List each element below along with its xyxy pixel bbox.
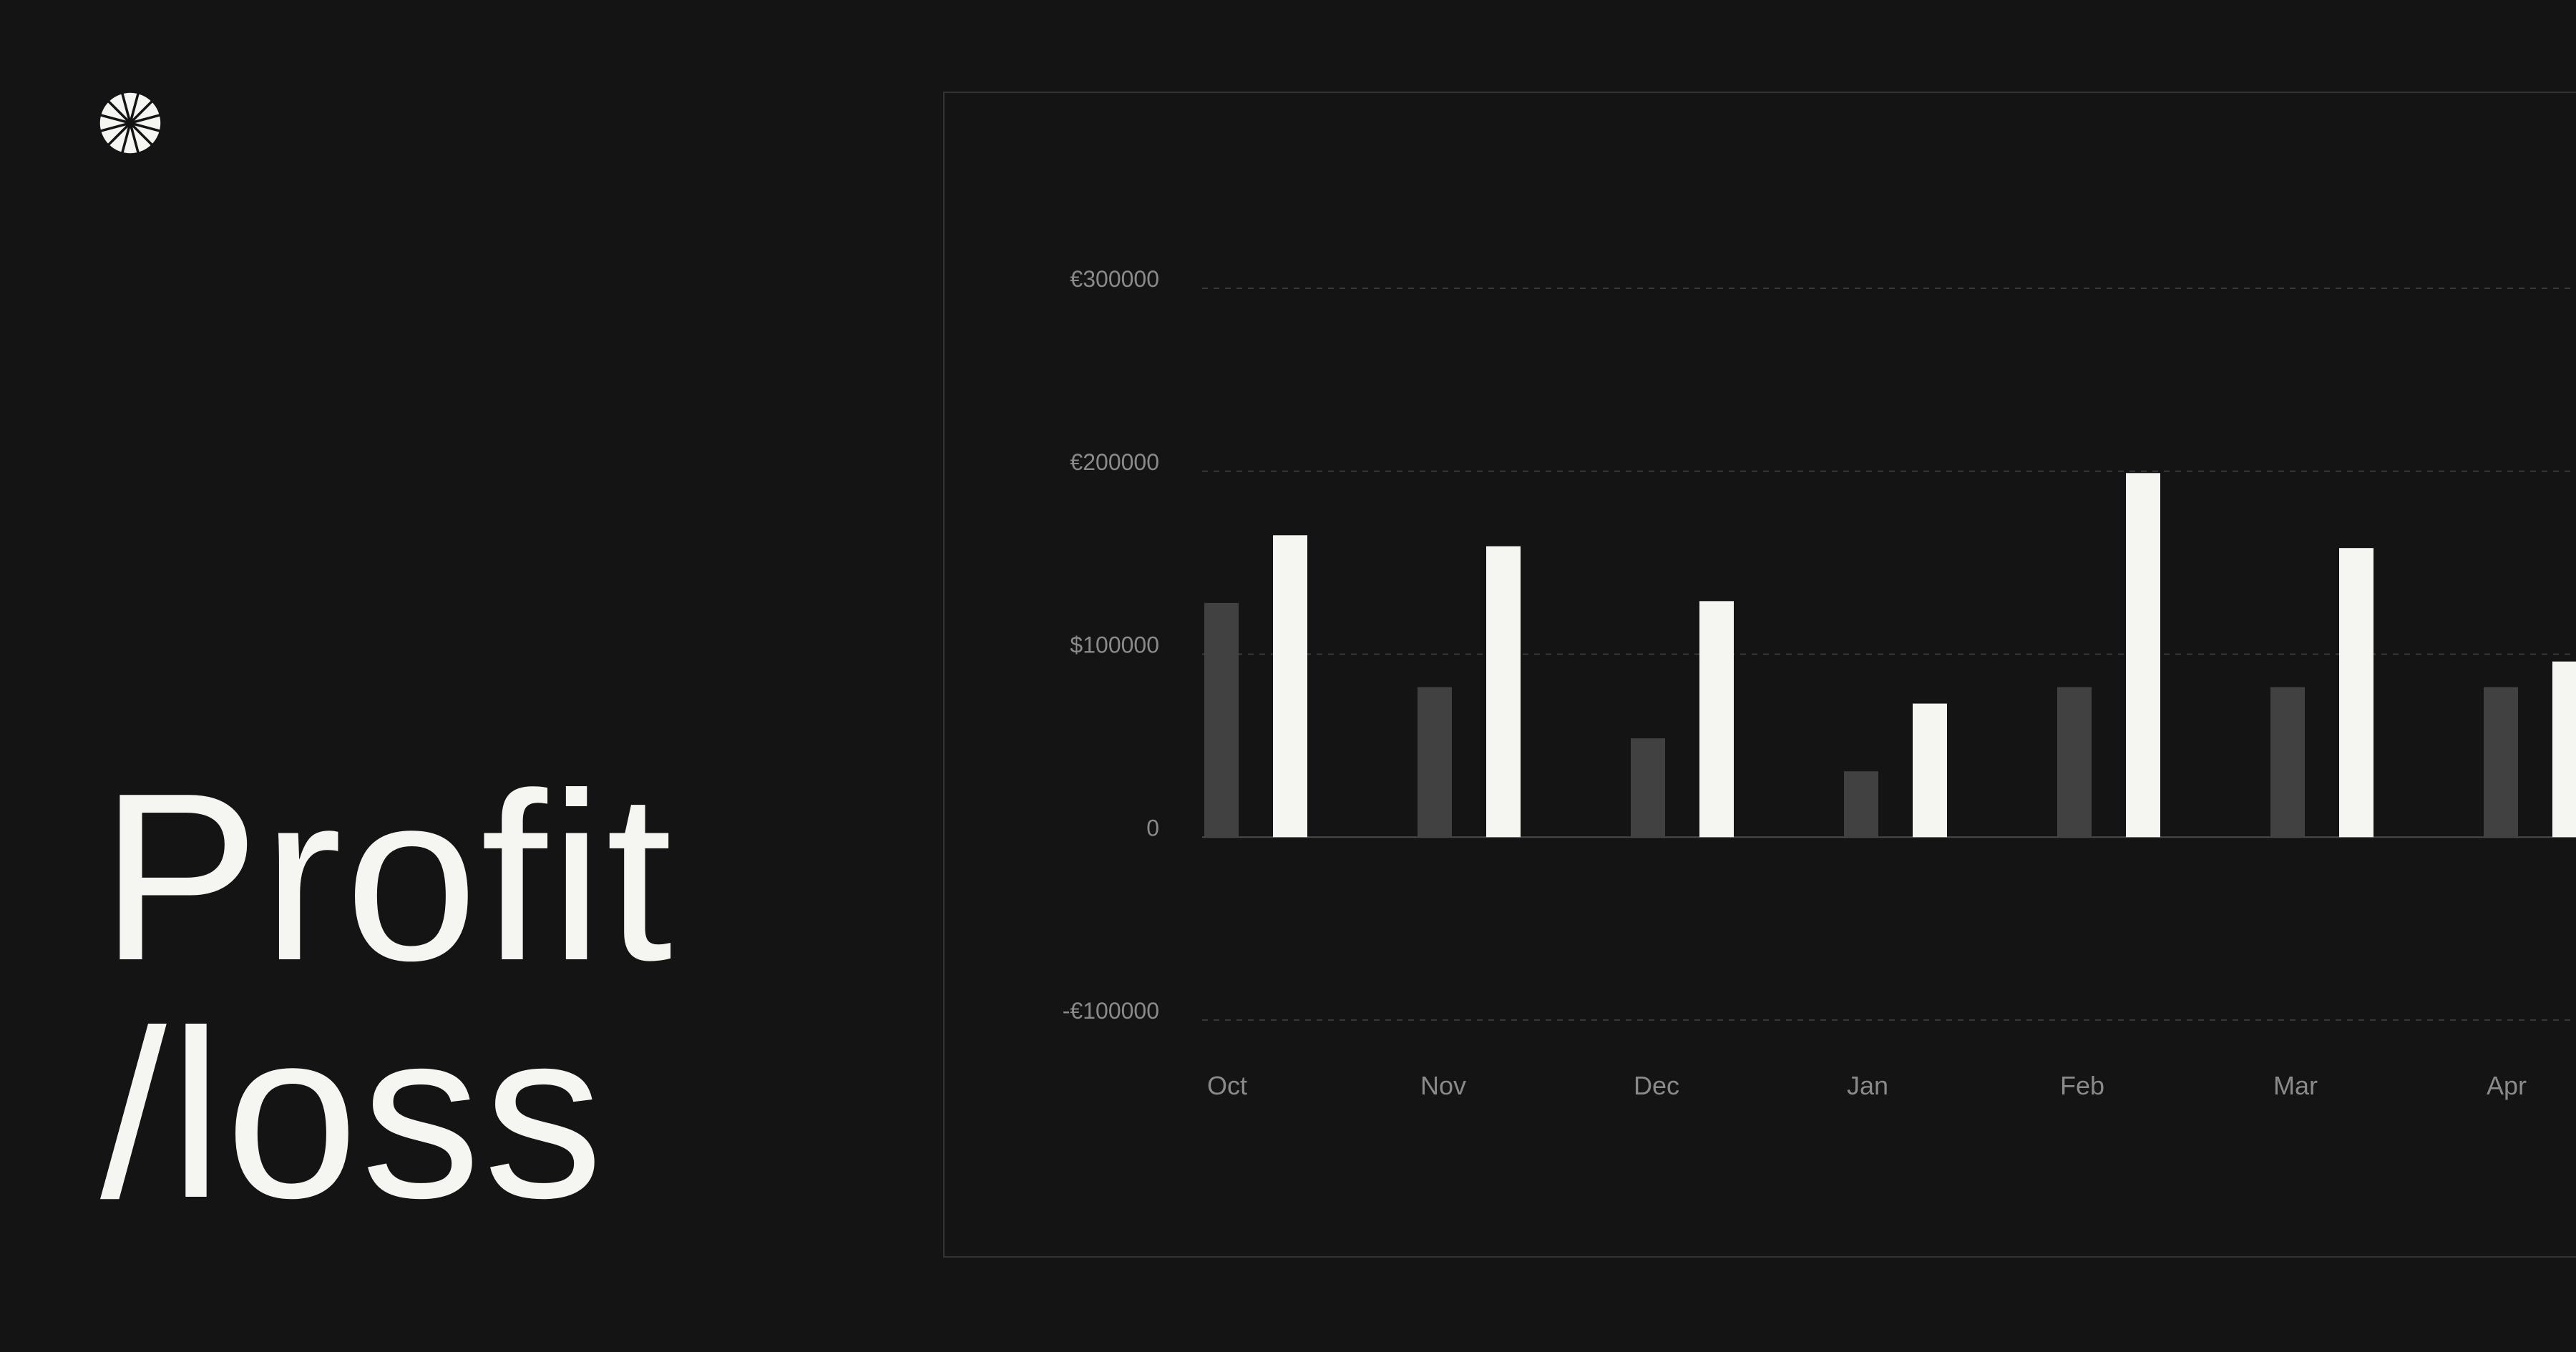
logo-ray [106, 99, 132, 124]
bar-series-2 [1913, 703, 1947, 838]
x-tick-label: Oct [1207, 1071, 1247, 1100]
logo-center [128, 121, 132, 125]
logo-ray [120, 92, 132, 124]
bar-chart: €300000 €200000 $100000 0 -€100000 Oct Nov Dec J… [1063, 266, 2576, 1100]
bar-series-1 [1418, 687, 1452, 838]
x-tick-label: Dec [1634, 1071, 1679, 1100]
bar-series-1 [1631, 738, 1665, 838]
title-line-2: /loss [100, 981, 606, 1248]
bar-series-2 [1273, 535, 1307, 838]
logo-ray [129, 122, 155, 147]
x-tick-label: Jan [1847, 1071, 1888, 1100]
y-tick-label: 0 [1146, 815, 1159, 841]
logo-ray [130, 122, 162, 133]
bar-series-1 [2484, 687, 2518, 838]
bar-series-2 [1699, 601, 1734, 838]
logo-ray [129, 122, 140, 155]
x-tick-label: Apr [2487, 1071, 2527, 1100]
bar-series-1 [1204, 602, 1239, 838]
logo-rays [99, 92, 162, 155]
x-tick-label: Nov [1420, 1071, 1466, 1100]
bar-series-1 [2057, 687, 2092, 838]
logo-ray [120, 122, 132, 155]
page-title: Profit /loss [100, 743, 675, 1248]
y-tick-label: $100000 [1070, 632, 1159, 658]
logo-ray [129, 99, 155, 124]
bar-series-2 [2552, 661, 2576, 838]
bar-series-1 [2270, 687, 2305, 838]
logo-ray [130, 113, 162, 124]
logo-ray [99, 113, 131, 124]
bar-series-2 [2339, 548, 2373, 838]
x-tick-label: Mar [2273, 1071, 2318, 1100]
logo-ray [129, 92, 140, 124]
y-tick-label: -€100000 [1063, 998, 1159, 1024]
y-tick-label: €300000 [1070, 266, 1159, 292]
x-tick-label: Feb [2060, 1071, 2104, 1100]
chart-panel: €300000 €200000 $100000 0 -€100000 Oct Nov Dec J… [943, 92, 2576, 1258]
bar-series-2 [1486, 546, 1521, 838]
starburst-icon [99, 92, 162, 155]
bar-series-1 [1844, 771, 1878, 838]
y-tick-label: €200000 [1070, 449, 1159, 475]
logo-ray [106, 122, 132, 147]
bar-series-2 [2126, 473, 2160, 838]
title-line-1: Profit [100, 743, 675, 1010]
logo-ray [99, 122, 131, 133]
